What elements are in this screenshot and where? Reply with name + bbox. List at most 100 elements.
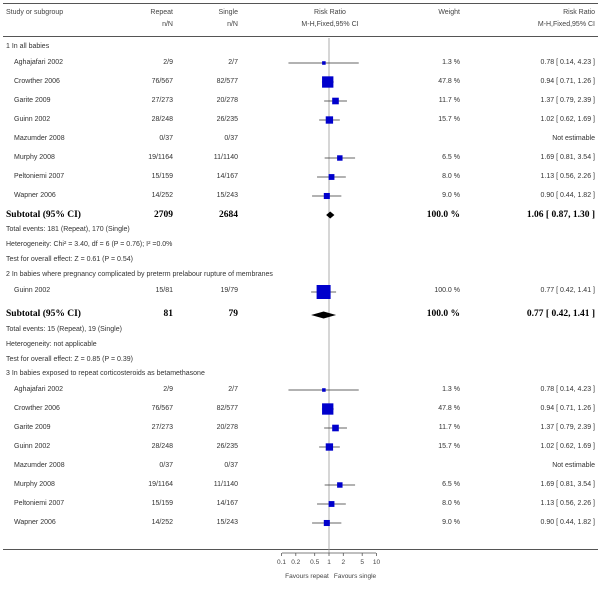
subtotal-repeat: 81 [163, 309, 174, 319]
study-weight: 6.5 % [442, 154, 460, 161]
group-heading: 3 In babies exposed to repeat corticoste… [6, 370, 205, 377]
heterogeneity-note: Heterogeneity: Chi² = 3.40, df = 6 (P = … [6, 241, 173, 248]
study-name: Aghajafari 2002 [14, 386, 64, 393]
study-ci: 1.13 [ 0.56, 2.26 ] [540, 173, 596, 180]
x-tick-label: 0.2 [291, 559, 300, 566]
study-name: Wapner 2006 [14, 519, 56, 526]
study-weight: 15.7 % [438, 116, 460, 123]
single-count: 82/577 [216, 405, 238, 412]
subtotal-weight: 100.0 % [426, 210, 460, 220]
study-ci: 0.94 [ 0.71, 1.26 ] [540, 405, 596, 412]
study-name: Garite 2009 [14, 424, 51, 431]
total-events-note: Total events: 181 (Repeat), 170 (Single) [6, 226, 130, 233]
study-marker [322, 388, 326, 392]
study-marker [323, 519, 330, 527]
study-name: Peltoniemi 2007 [14, 173, 65, 180]
study-ci: 1.69 [ 0.81, 3.54 ] [540, 154, 596, 161]
single-count: 20/278 [216, 97, 238, 104]
repeat-count: 14/252 [151, 192, 173, 199]
study-weight: 1.3 % [442, 59, 460, 66]
study-weight: 47.8 % [438, 78, 460, 85]
single-count: 0/37 [224, 135, 238, 142]
study-marker [337, 482, 343, 488]
single-count: 14/167 [216, 173, 238, 180]
repeat-count: 19/1164 [148, 154, 173, 161]
x-tick-label: 0.5 [310, 559, 319, 566]
repeat-count: 27/273 [151, 424, 173, 431]
single-count: 11/1140 [213, 154, 238, 161]
study-ci: 1.69 [ 0.81, 3.54 ] [540, 481, 596, 488]
header-effect-sub: M-H,Fixed,95% CI [301, 21, 359, 28]
study-marker [322, 76, 334, 88]
study-marker [325, 116, 334, 124]
header-weight: Weight [438, 9, 460, 16]
repeat-count: 15/81 [155, 287, 173, 294]
favours-left-label: Favours repeat [285, 573, 329, 580]
single-count: 2/7 [228, 59, 238, 66]
single-count: 11/1140 [213, 481, 238, 488]
subtotal-single: 2684 [219, 210, 238, 220]
repeat-count: 0/37 [159, 462, 173, 469]
repeat-count: 76/567 [151, 78, 173, 85]
study-name: Crowther 2006 [14, 405, 60, 412]
study-ci: 0.94 [ 0.71, 1.26 ] [540, 78, 596, 85]
study-marker [325, 443, 334, 451]
subtotal-label: Subtotal (95% CI) [6, 210, 81, 220]
study-weight: 11.7 % [438, 97, 460, 104]
group-heading: 2 In babies where pregnancy complicated … [6, 271, 273, 278]
header-study: Study or subgroup [6, 9, 64, 16]
x-tick-label: 5 [360, 559, 364, 566]
study-weight: 1.3 % [442, 386, 460, 393]
study-name: Guinn 2002 [14, 443, 51, 450]
study-marker [316, 285, 331, 299]
single-count: 14/167 [216, 500, 238, 507]
total-events-note: Total events: 15 (Repeat), 19 (Single) [6, 326, 122, 333]
study-name: Mazumder 2008 [14, 462, 65, 469]
overall-effect-note: Test for overall effect: Z = 0.85 (P = 0… [6, 356, 133, 363]
study-weight: 15.7 % [438, 443, 460, 450]
study-weight: 8.0 % [442, 173, 460, 180]
group-heading: 1 In all babies [6, 43, 50, 50]
overall-effect-note: Test for overall effect: Z = 0.61 (P = 0… [6, 256, 133, 263]
repeat-count: 15/159 [151, 173, 173, 180]
header-ci-sub: M-H,Fixed,95% CI [537, 21, 595, 28]
study-name: Guinn 2002 [14, 287, 51, 294]
study-ci: 0.78 [ 0.14, 4.23 ] [540, 386, 596, 393]
header-rule [3, 36, 598, 37]
study-ci: Not estimable [552, 462, 595, 469]
study-ci: 1.37 [ 0.79, 2.39 ] [540, 97, 596, 104]
repeat-count: 27/273 [151, 97, 173, 104]
study-ci: 0.77 [ 0.42, 1.41 ] [540, 287, 596, 294]
subtotal-weight: 100.0 % [426, 309, 460, 319]
single-count: 15/243 [216, 519, 238, 526]
repeat-count: 14/252 [151, 519, 173, 526]
repeat-count: 0/37 [159, 135, 173, 142]
subtotal-ci: 1.06 [ 0.87, 1.30 ] [526, 210, 595, 220]
study-name: Wapner 2006 [14, 192, 56, 199]
pooled-diamond [311, 311, 337, 319]
study-name: Crowther 2006 [14, 78, 60, 85]
study-ci: 1.02 [ 0.62, 1.69 ] [540, 116, 596, 123]
header-ci: Risk Ratio [563, 9, 595, 16]
study-weight: 9.0 % [442, 519, 460, 526]
single-count: 0/37 [224, 462, 238, 469]
study-weight: 47.8 % [438, 405, 460, 412]
study-ci: 0.78 [ 0.14, 4.23 ] [540, 59, 596, 66]
study-name: Garite 2009 [14, 97, 51, 104]
header-effect: Risk Ratio [314, 9, 346, 16]
single-count: 26/235 [216, 116, 238, 123]
subtotal-repeat: 2709 [154, 210, 173, 220]
study-marker [328, 501, 335, 507]
study-ci: 1.37 [ 0.79, 2.39 ] [540, 424, 596, 431]
header-repeat-sub: n/N [162, 21, 173, 28]
study-weight: 9.0 % [442, 192, 460, 199]
single-count: 26/235 [216, 443, 238, 450]
single-count: 82/577 [216, 78, 238, 85]
study-name: Mazumder 2008 [14, 135, 65, 142]
heterogeneity-note: Heterogeneity: not applicable [6, 341, 97, 348]
study-name: Guinn 2002 [14, 116, 51, 123]
study-marker [328, 174, 335, 180]
header-single: Single [218, 9, 238, 16]
study-ci: 0.90 [ 0.44, 1.82 ] [540, 519, 596, 526]
